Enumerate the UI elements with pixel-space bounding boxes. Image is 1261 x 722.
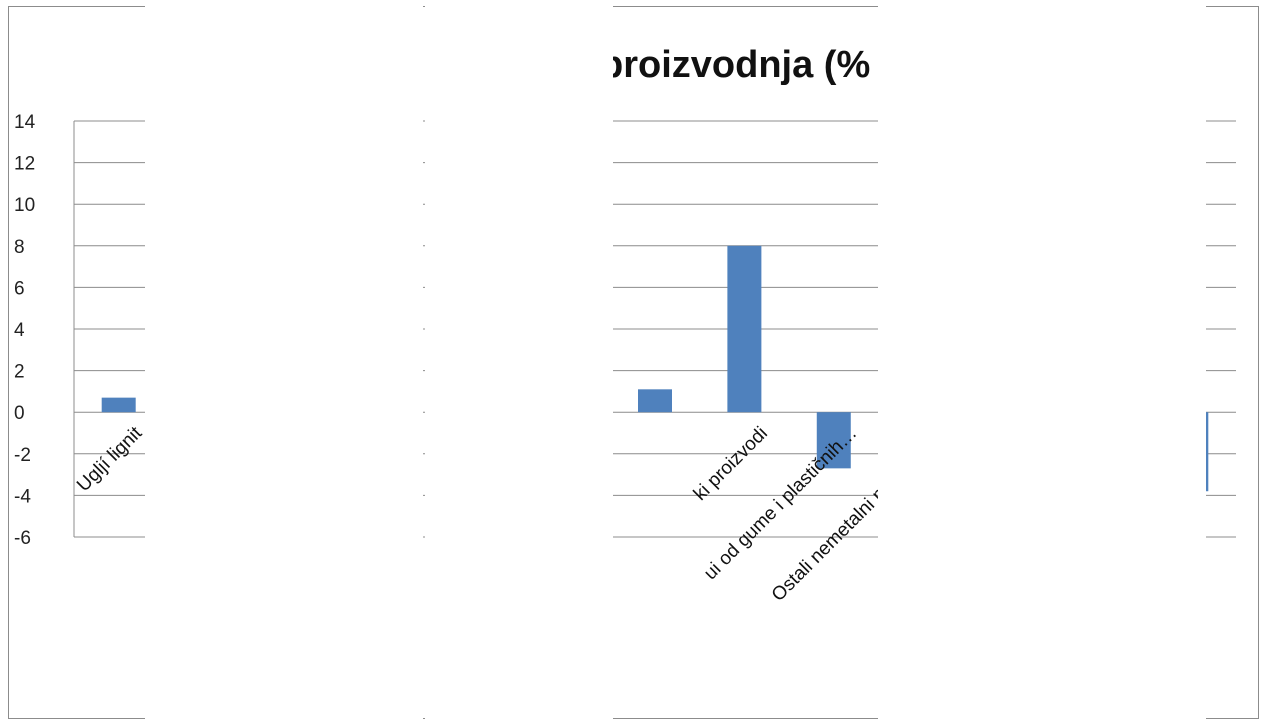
blank-region-center <box>425 0 613 722</box>
y-tick-label: 8 <box>14 237 25 258</box>
bar <box>102 398 136 413</box>
y-tick-label: 12 <box>14 154 35 175</box>
y-tick-label: -4 <box>14 486 31 507</box>
y-tick-label: 4 <box>14 320 25 341</box>
y-tick-label: 0 <box>14 403 25 424</box>
x-category-label: ki proizvodi <box>690 423 772 505</box>
blank-region-left <box>145 0 423 722</box>
y-tick-label: 2 <box>14 362 25 383</box>
x-category-label: Ugljí lignit <box>73 422 147 496</box>
y-tick-label: -6 <box>14 528 31 549</box>
bar <box>638 389 672 412</box>
y-axis-ticks: 14 12 10 8 6 4 2 0 -2 -4 -6 <box>14 112 36 549</box>
y-tick-label: 10 <box>14 195 35 216</box>
x-category-label: ui od gume i plastičnih… <box>700 423 861 584</box>
y-tick-label: 6 <box>14 278 25 299</box>
y-tick-label: 14 <box>14 112 36 133</box>
chart-title: proizvodnja (% <box>600 44 870 86</box>
blank-region-right <box>878 0 1206 722</box>
y-tick-label: -2 <box>14 445 31 466</box>
bar <box>727 246 761 412</box>
